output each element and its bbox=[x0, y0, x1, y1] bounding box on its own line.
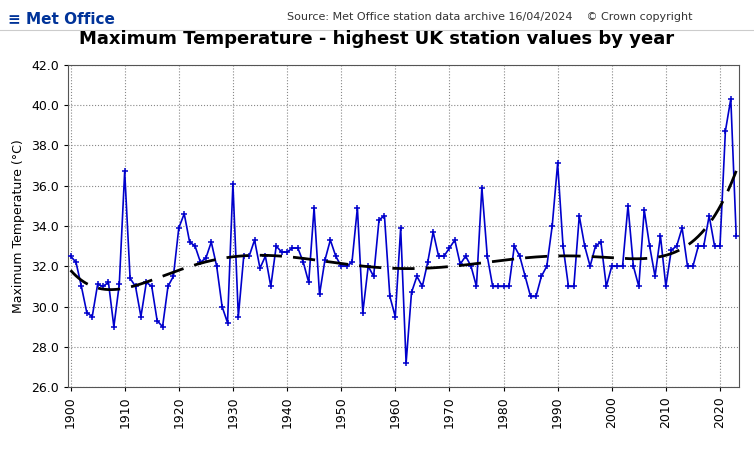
Station trend bbox=[135, 282, 144, 287]
Line: Station: Station bbox=[67, 95, 740, 366]
Station bbox=[109, 324, 118, 330]
Station trend bbox=[598, 254, 607, 260]
Station trend bbox=[360, 264, 369, 269]
Text: ≡ Met Office: ≡ Met Office bbox=[8, 12, 115, 27]
Station bbox=[191, 243, 200, 249]
Station trend bbox=[524, 255, 533, 260]
Station trend bbox=[66, 267, 75, 273]
Station bbox=[358, 310, 367, 315]
Station bbox=[66, 254, 75, 259]
Station trend bbox=[586, 254, 595, 259]
Station bbox=[731, 233, 740, 239]
Station bbox=[72, 260, 81, 265]
Text: Maximum Temperature - highest UK station values by year: Maximum Temperature - highest UK station… bbox=[79, 30, 675, 48]
Text: Source: Met Office station data archive 16/04/2024    © Crown copyright: Source: Met Office station data archive … bbox=[287, 12, 692, 22]
Station trend bbox=[106, 287, 115, 292]
Line: Station trend: Station trend bbox=[71, 171, 736, 290]
Station trend bbox=[731, 168, 740, 174]
Station trend bbox=[336, 260, 345, 266]
Station bbox=[402, 361, 411, 366]
Y-axis label: Maximum Temperature (°C): Maximum Temperature (°C) bbox=[12, 139, 26, 313]
Station bbox=[261, 254, 270, 259]
Station bbox=[726, 96, 735, 101]
Station bbox=[455, 261, 464, 267]
